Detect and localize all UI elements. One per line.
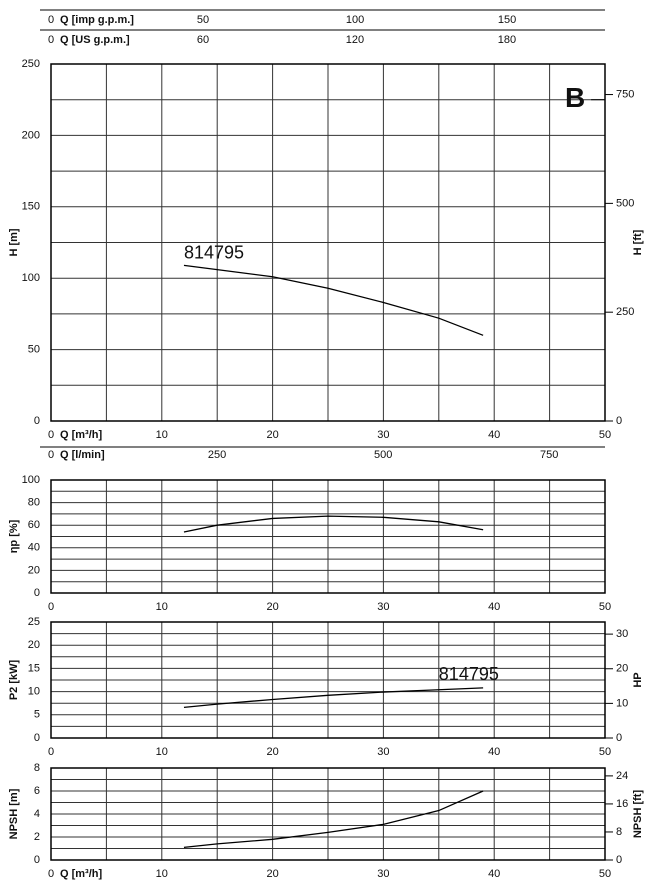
secondary-tick-label: 250 <box>208 449 226 461</box>
y-tick-label: 0 <box>34 732 40 744</box>
y2-tick-label: 750 <box>616 88 634 100</box>
x-tick-label: 0 <box>48 429 54 441</box>
x-tick-label: 30 <box>377 429 389 441</box>
y2-tick-label: 20 <box>616 663 628 675</box>
x-tick-label: 10 <box>156 746 168 758</box>
secondary-axis-label: Q [l/min] <box>60 449 105 461</box>
secondary-axis-label: Q [imp g.p.m.] <box>60 14 134 26</box>
y-tick-label: 10 <box>28 686 40 698</box>
x-tick-label: 40 <box>488 746 500 758</box>
secondary-tick-label: 0 <box>48 34 54 46</box>
x-tick-label: 50 <box>599 746 611 758</box>
y-tick-label: 60 <box>28 519 40 531</box>
y-tick-label: 0 <box>34 854 40 866</box>
y-axis-label: P2 [kW] <box>8 659 20 700</box>
y-tick-label: 200 <box>22 129 40 141</box>
x-tick-label: 30 <box>377 868 389 880</box>
x-tick-label: 40 <box>488 429 500 441</box>
curve <box>183 687 484 709</box>
y-tick-label: 250 <box>22 58 40 70</box>
x-tick-label: 50 <box>599 601 611 613</box>
x-tick-label: 10 <box>156 601 168 613</box>
annotation: 814795 <box>184 243 244 263</box>
annotation: 814795 <box>439 664 499 684</box>
y2-tick-label: 30 <box>616 628 628 640</box>
y-tick-label: 20 <box>28 564 40 576</box>
x-tick-label: 20 <box>266 429 278 441</box>
curve <box>183 515 484 533</box>
y-tick-label: 8 <box>34 762 40 774</box>
secondary-tick-label: 750 <box>540 449 558 461</box>
y2-tick-label: 8 <box>616 826 622 838</box>
curve <box>183 790 484 848</box>
y-tick-label: 80 <box>28 497 40 509</box>
x-axis-label: Q [m³/h] <box>60 868 102 880</box>
x-tick-label: 30 <box>377 601 389 613</box>
y-axis-label: H [m] <box>8 228 20 256</box>
y2-tick-label: 10 <box>616 697 628 709</box>
x-tick-label: 40 <box>488 601 500 613</box>
x-tick-label: 50 <box>599 429 611 441</box>
annotation: B <box>565 82 585 113</box>
plot-frame <box>50 479 606 594</box>
y-tick-label: 100 <box>22 272 40 284</box>
y2-tick-label: 0 <box>616 415 622 427</box>
y-tick-label: 20 <box>28 639 40 651</box>
x-tick-label: 20 <box>266 868 278 880</box>
y2-tick-label: 0 <box>616 854 622 866</box>
y-tick-label: 4 <box>34 808 40 820</box>
secondary-tick-label: 120 <box>346 34 364 46</box>
y-tick-label: 40 <box>28 542 40 554</box>
x-tick-label: 20 <box>266 746 278 758</box>
x-axis-label: Q [m³/h] <box>60 429 102 441</box>
y-tick-label: 50 <box>28 344 40 356</box>
x-tick-label: 0 <box>48 868 54 880</box>
y2-tick-label: 500 <box>616 197 634 209</box>
plot-frame <box>50 63 606 422</box>
y-tick-label: 15 <box>28 662 40 674</box>
secondary-axis-label: Q [US g.p.m.] <box>60 34 130 46</box>
y-tick-label: 0 <box>34 587 40 599</box>
y-tick-label: 6 <box>34 785 40 797</box>
plot-frame <box>50 767 606 861</box>
secondary-tick-label: 0 <box>48 449 54 461</box>
x-tick-label: 30 <box>377 746 389 758</box>
secondary-tick-label: 150 <box>498 14 516 26</box>
x-tick-label: 10 <box>156 868 168 880</box>
y2-axis-label: HP <box>632 672 644 687</box>
secondary-tick-label: 60 <box>197 34 209 46</box>
plot-frame <box>50 621 606 739</box>
secondary-tick-label: 100 <box>346 14 364 26</box>
y-axis-label: ηp [%] <box>8 519 20 553</box>
y2-tick-label: 16 <box>616 798 628 810</box>
y2-axis-label: NPSH [ft] <box>632 790 644 839</box>
y2-tick-label: 24 <box>616 770 628 782</box>
x-tick-label: 0 <box>48 601 54 613</box>
y2-axis-label: H [ft] <box>632 229 644 255</box>
secondary-tick-label: 500 <box>374 449 392 461</box>
y-tick-label: 2 <box>34 831 40 843</box>
curve <box>183 264 484 336</box>
x-tick-label: 50 <box>599 868 611 880</box>
y-tick-label: 150 <box>22 201 40 213</box>
x-tick-label: 0 <box>48 746 54 758</box>
secondary-tick-label: 50 <box>197 14 209 26</box>
y-axis-label: NPSH [m] <box>8 788 20 839</box>
x-tick-label: 10 <box>156 429 168 441</box>
secondary-tick-label: 0 <box>48 14 54 26</box>
y-tick-label: 0 <box>34 415 40 427</box>
x-tick-label: 40 <box>488 868 500 880</box>
y-tick-label: 25 <box>28 616 40 628</box>
secondary-tick-label: 180 <box>498 34 516 46</box>
x-tick-label: 20 <box>266 601 278 613</box>
y-tick-label: 100 <box>22 474 40 486</box>
y-tick-label: 5 <box>34 709 40 721</box>
y2-tick-label: 250 <box>616 306 634 318</box>
y2-tick-label: 0 <box>616 732 622 744</box>
